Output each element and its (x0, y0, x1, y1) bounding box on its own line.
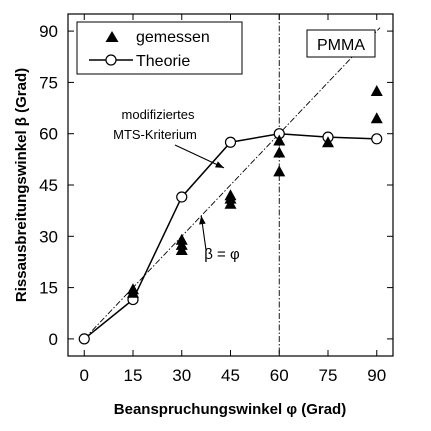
gemessen-point (370, 112, 383, 124)
y-axis-title: Rissausbreitungswinkel β (Grad) (13, 68, 30, 302)
gemessen-point (273, 146, 286, 158)
gemessen-point (273, 134, 286, 146)
theorie-point (176, 191, 188, 203)
x-tick-label: 90 (367, 366, 386, 385)
legend-label-theorie: Theorie (136, 53, 190, 70)
legend-triangle-icon (105, 31, 119, 42)
theorie-line (83, 132, 377, 340)
annotation-arrow-head (199, 215, 206, 225)
x-tick-label: 60 (270, 366, 289, 385)
gemessen-point (370, 84, 383, 96)
y-tick-label: 45 (39, 176, 58, 195)
material-label-box: PMMA (306, 29, 376, 58)
gemessen-point (224, 197, 237, 209)
annotation-arrow-head (215, 161, 224, 168)
annotation-arrows (174, 144, 225, 251)
y-tick-label: 60 (39, 125, 58, 144)
theorie-point (78, 333, 90, 345)
gemessen-point (127, 286, 139, 298)
theorie-point (371, 133, 383, 145)
theorie-point (224, 136, 237, 148)
axis-ticks: 0 15 30 45 60 75 90 0 15 30 45 60 75 90 (39, 14, 393, 385)
x-tick-label: 45 (221, 366, 240, 385)
y-tick-label: 30 (39, 227, 58, 246)
annotation-arrow-line (174, 144, 225, 169)
x-tick-label: 15 (124, 366, 143, 385)
annotation-mts-line1: modifiziertes (122, 107, 195, 122)
x-tick-label: 30 (172, 366, 191, 385)
theorie-series (78, 128, 383, 345)
y-tick-label: 90 (39, 22, 58, 41)
gemessen-point (322, 136, 334, 148)
annotation-mts-line2: MTS-Kriterium (113, 127, 197, 142)
legend-frame (76, 21, 243, 75)
material-label-frame (306, 29, 376, 58)
y-tick-label: 15 (39, 279, 58, 298)
gemessen-point (273, 165, 286, 177)
legend: gemessen Theorie (76, 21, 243, 75)
gemessen-series (127, 84, 383, 298)
x-tick-label: 75 (319, 366, 338, 385)
annotation-beta-phi: β = φ (204, 246, 240, 263)
y-tick-label: 0 (49, 330, 58, 349)
gemessen-point (175, 243, 188, 255)
legend-circle-icon (105, 54, 117, 66)
x-axis-title: Beanspruchungswinkel φ (Grad) (114, 401, 346, 418)
legend-label-gemessen: gemessen (136, 29, 210, 46)
x-tick-label: 0 (80, 366, 89, 385)
material-label: PMMA (317, 37, 365, 54)
y-tick-label: 75 (39, 73, 58, 92)
annotation-mts: modifiziertes MTS-Kriterium (113, 107, 197, 142)
